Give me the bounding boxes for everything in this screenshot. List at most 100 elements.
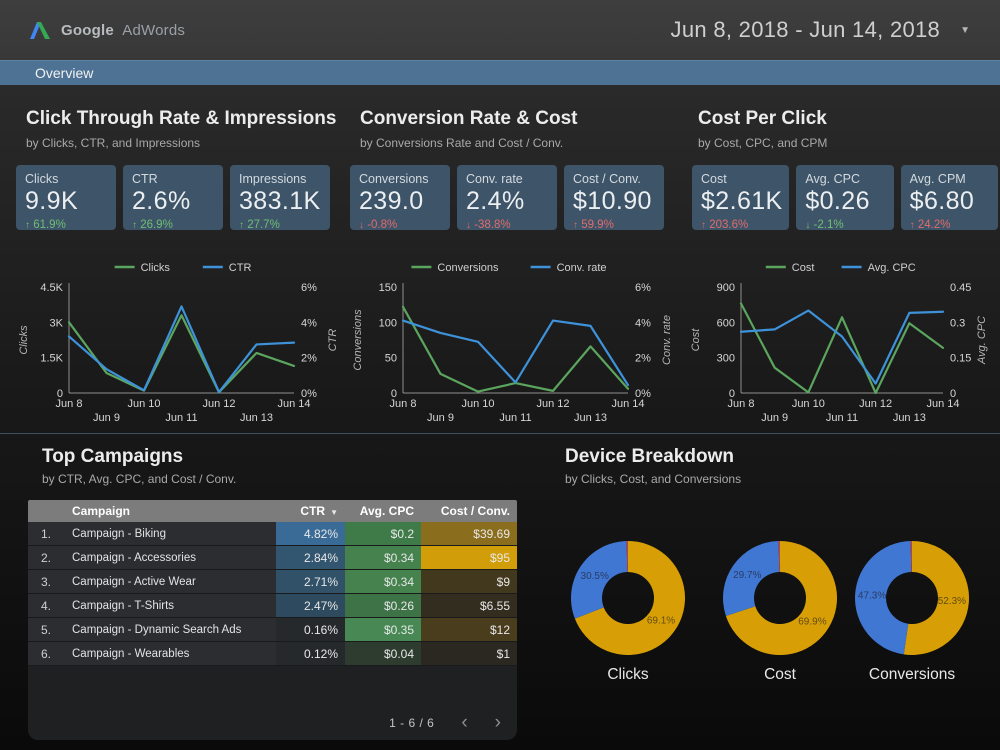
cell-cost-conv: $6.55 xyxy=(421,594,517,617)
date-range-picker[interactable]: Jun 8, 2018 - Jun 14, 2018 ▼ xyxy=(671,17,978,43)
cell-campaign-name: Campaign - Active Wear xyxy=(72,575,196,588)
scorecard-row: Cost $2.61K ↑ 203.6% Avg. CPC $0.26 ↓ -2.1% Av… xyxy=(692,165,998,230)
donut-chart-svg: 69.1% 30.5% xyxy=(571,541,685,655)
series-line xyxy=(67,314,296,394)
scorecard-label: Conversions xyxy=(359,172,429,186)
scorecard-delta-value: -38.8% xyxy=(471,219,511,230)
device-breakdown-subtitle: by Clicks, Cost, and Conversions xyxy=(565,472,742,486)
donut-chart-svg: 69.9% 29.7% xyxy=(723,541,837,655)
x-axis-tick: Jun 13 xyxy=(574,412,607,424)
slice-percent-label: 47.3% xyxy=(858,591,886,602)
cell-ctr: 2.71% xyxy=(276,570,345,593)
section-subtitle: by Cost, CPC, and CPM xyxy=(698,136,828,150)
column-header-avg-cpc[interactable]: Avg. CPC xyxy=(345,504,421,518)
device-breakdown-charts: 69.1% 30.5% Clicks 69.9% 29.7% Cost 52.3% 47.3%… xyxy=(570,540,1000,710)
metric-section: Cost Per Click by Cost, CPC, and CPM Cost $… xyxy=(690,108,998,424)
donut-slice xyxy=(626,541,628,573)
metric-section: Conversion Rate & Cost by Conversions Rat… xyxy=(350,108,681,424)
y-axis-tick: 600 xyxy=(717,317,735,329)
scorecard-delta: ↑ 61.9% xyxy=(25,219,107,230)
y-axis-tick: 0 xyxy=(729,388,735,400)
y-axis-tick: 300 xyxy=(717,353,735,365)
table-row: 2. Campaign - Accessories 2.84% $0.34 $95 xyxy=(28,546,517,570)
scorecard-row: Clicks 9.9K ↑ 61.9% CTR 2.6% ↑ 26.9% Impressio… xyxy=(16,165,330,230)
cell-avg-cpc: $0.2 xyxy=(345,522,421,545)
donut-slice xyxy=(571,541,628,619)
cell-cost-conv: $1 xyxy=(421,642,517,665)
donut-slice xyxy=(778,541,780,573)
next-page-button[interactable]: › xyxy=(494,712,501,733)
cell-row-number: 5. xyxy=(41,622,52,637)
cell-row-number: 2. xyxy=(41,550,52,565)
scorecard-label: Clicks xyxy=(25,172,59,186)
brand-text: Google AdWords xyxy=(61,22,185,39)
y-axis-title: Cost xyxy=(690,328,702,352)
slice-percent-label: 52.3% xyxy=(938,596,966,607)
donut-slice xyxy=(725,541,837,655)
x-axis-tick: Jun 13 xyxy=(240,412,273,424)
table-row: 5. Campaign - Dynamic Search Ads 0.16% $0.3… xyxy=(28,618,517,642)
series-line xyxy=(401,319,630,387)
scorecard-value: $10.90 xyxy=(573,187,652,215)
chart-container: Conversions Conv. rate 0 50 100 150 0% 2% 4% 6% Co… xyxy=(345,255,680,432)
column-header-ctr[interactable]: CTR ▼ xyxy=(276,504,345,518)
scorecard-value: 2.6% xyxy=(132,187,191,215)
donut-slice xyxy=(723,541,780,616)
scorecard-label: CTR xyxy=(132,172,158,186)
x-axis-tick: Jun 10 xyxy=(461,398,494,410)
column-header-campaign[interactable]: Campaign xyxy=(64,504,276,518)
y2-axis-title: Avg. CPC xyxy=(976,316,988,365)
y2-axis-tick: 0 xyxy=(950,388,956,400)
cell-cost-conv: $39.69 xyxy=(421,522,517,545)
y2-axis-tick: 2% xyxy=(635,353,651,365)
scorecard-delta-value: -2.1% xyxy=(810,219,844,230)
y-axis-tick: 0 xyxy=(391,388,397,400)
y2-axis-tick: 0.3 xyxy=(950,317,965,329)
tab-overview[interactable]: Overview xyxy=(35,65,94,81)
cell-ctr: 0.12% xyxy=(276,642,345,665)
table-header: Campaign CTR ▼ Avg. CPC Cost / Conv. xyxy=(28,500,517,522)
pagination-label: 1 - 6 / 6 xyxy=(389,716,435,730)
scorecard-delta: ↓ -2.1% xyxy=(805,219,884,230)
scorecard-value: 9.9K xyxy=(25,187,79,215)
column-label: CTR xyxy=(300,504,326,518)
column-header-cost-conv[interactable]: Cost / Conv. xyxy=(421,504,517,518)
cell-avg-cpc: $0.34 xyxy=(345,546,421,569)
legend-label: Avg. CPC xyxy=(868,262,916,274)
sort-desc-icon: ▼ xyxy=(330,508,338,517)
x-axis-tick: Jun 11 xyxy=(826,412,858,424)
x-axis-tick: Jun 9 xyxy=(93,412,120,424)
chevron-down-icon: ▼ xyxy=(960,24,970,36)
trend-up-icon: ↑ xyxy=(701,220,706,230)
column-label: Cost / Conv. xyxy=(440,504,510,518)
cell-ctr: 4.82% xyxy=(276,522,345,545)
device-breakdown-title: Device Breakdown xyxy=(565,446,734,467)
scorecard-delta: ↑ 26.9% xyxy=(132,219,214,230)
brand-adwords: AdWords xyxy=(122,21,186,39)
y-axis-tick: 4.5K xyxy=(40,282,63,294)
x-axis-tick: Jun 10 xyxy=(792,398,825,410)
y-axis-tick: 0 xyxy=(57,388,63,400)
x-axis-tick: Jun 10 xyxy=(127,398,160,410)
legend-label: Clicks xyxy=(141,262,171,274)
cell-campaign-name: Campaign - Wearables xyxy=(72,647,190,660)
column-label: Campaign xyxy=(72,504,131,518)
section-title: Click Through Rate & Impressions xyxy=(26,108,337,129)
y2-axis-tick: 6% xyxy=(301,282,317,294)
scorecard-label: Cost xyxy=(701,172,727,186)
campaigns-table: Campaign CTR ▼ Avg. CPC Cost / Conv. 1. Campai… xyxy=(28,500,517,740)
prev-page-button[interactable]: ‹ xyxy=(461,712,468,733)
scorecard-value: 383.1K xyxy=(239,187,321,215)
table-row: 6. Campaign - Wearables 0.12% $0.04 $1 xyxy=(28,642,517,666)
cell-row-number: 1. xyxy=(41,526,52,541)
x-axis-tick: Jun 13 xyxy=(893,412,926,424)
y2-axis-tick: 6% xyxy=(635,282,651,294)
trend-up-icon: ↑ xyxy=(573,220,578,230)
trend-down-icon: ↓ xyxy=(805,220,811,230)
donut-chart-conversions: 52.3% 47.3% Conversions xyxy=(854,540,970,684)
timeseries-chart: Conversions Conv. rate 0 50 100 150 0% 2% 4% 6% Co… xyxy=(352,262,673,424)
section-subtitle: by Conversions Rate and Cost / Conv. xyxy=(360,136,564,150)
scorecard-value: 2.4% xyxy=(466,187,525,215)
cell-row-number: 3. xyxy=(41,574,52,589)
scorecard-label: Avg. CPM xyxy=(909,172,966,186)
